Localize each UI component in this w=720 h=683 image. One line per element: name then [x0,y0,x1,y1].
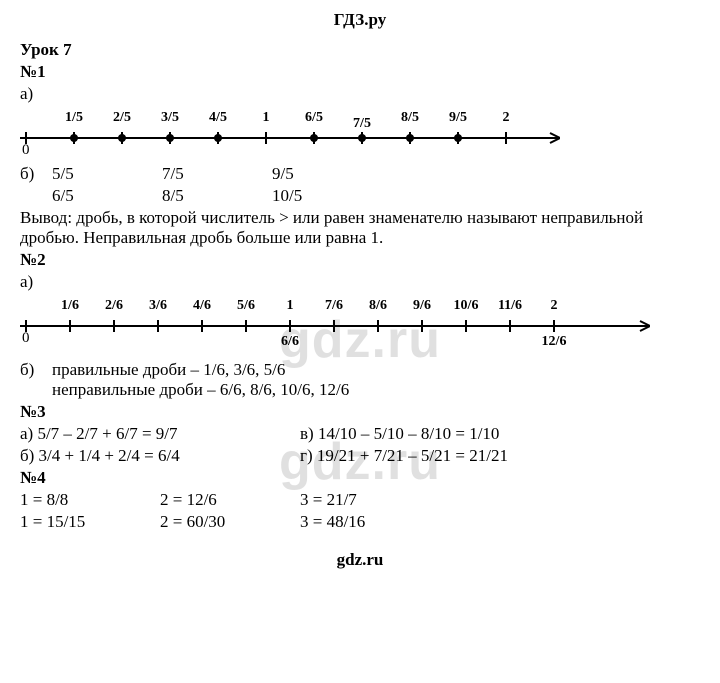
numberline-label: 1/6 [61,298,79,314]
numberline-label: 11/6 [498,298,522,314]
ex3-g: г) 19/21 + 7/21 – 5/21 = 21/21 [300,446,580,466]
ex2-numberline: 1/6 2/6 3/6 4/6 5/6 1 6/6 7/6 8/6 9/6 10/6 11/6 2 12/… [20,298,650,356]
ex4-r1c3: 3 = 21/7 [300,490,440,510]
ex2-number: №2 [20,250,700,270]
numberline-label: 2 [551,298,558,314]
footer-site: gdz.ru [20,550,700,570]
ex4-r2c1: 1 = 15/15 [20,512,160,532]
ex1-b-label: б) [20,164,52,184]
ex1-a-label: а) [20,84,700,104]
numberline-label: 3/6 [149,298,167,314]
ex3-number: №3 [20,402,700,422]
ex2-b-label: б) [20,360,52,400]
numberline-label: 6/5 [305,110,323,126]
numberline-label: 3/5 [161,110,179,126]
page: ГДЗ.ру gdz.ru gdz.ru Урок 7 №1 а) 1/52/5… [0,0,720,590]
ex4-r2c2: 2 = 60/30 [160,512,300,532]
numberline-label: 2 [503,110,510,126]
numberline-label: 10/6 [454,298,479,314]
numberline-label: 1/5 [65,110,83,126]
ex1-b-r2c3: 10/5 [272,186,382,206]
numberline-label: 1 [287,298,294,314]
numberline-zero: 0 [22,330,30,347]
numberline-label: 7/6 [325,298,343,314]
ex1-b-r1c1: 5/5 [52,164,162,184]
numberline-label: 8/5 [401,110,419,126]
numberline-label: 7/5 [353,116,371,132]
numberline-label: 4/5 [209,110,227,126]
numberline-label-below: 6/6 [281,334,299,350]
ex4-r1c1: 1 = 8/8 [20,490,160,510]
ex2-b-line1: правильные дроби – 1/6, 3/6, 5/6 [52,360,349,380]
numberline-label: 9/5 [449,110,467,126]
numberline-label: 2/6 [105,298,123,314]
numberline-label: 8/6 [369,298,387,314]
ex3-b: б) 3/4 + 1/4 + 2/4 = 6/4 [20,446,300,466]
numberline-label: 4/6 [193,298,211,314]
ex1-b-r1c3: 9/5 [272,164,382,184]
numberline-label: 2/5 [113,110,131,126]
numberline-label: 5/6 [237,298,255,314]
ex1-b-r2c1: 6/5 [52,186,162,206]
lesson-title: Урок 7 [20,40,700,60]
numberline-zero: 0 [22,142,30,159]
ex4-r2c3: 3 = 48/16 [300,512,440,532]
header-site: ГДЗ.ру [20,10,700,30]
numberline-label-below: 12/6 [542,334,567,350]
ex2-a-label: а) [20,272,700,292]
ex1-number: №1 [20,62,700,82]
ex1-b-r1c2: 7/5 [162,164,272,184]
ex1-b-r2c2: 8/5 [162,186,272,206]
numberline-label: 9/6 [413,298,431,314]
ex3-v: в) 14/10 – 5/10 – 8/10 = 1/10 [300,424,580,444]
ex1-conclusion: Вывод: дробь, в которой числитель > или … [20,208,700,248]
ex2-b-line2: неправильные дроби – 6/6, 8/6, 10/6, 12/… [52,380,349,400]
ex4-number: №4 [20,468,700,488]
numberline-label: 1 [263,110,270,126]
ex1-numberline: 1/5 2/5 3/5 4/5 1 6/5 7/5 8/5 9/5 2 0 [20,110,560,160]
ex4-r1c2: 2 = 12/6 [160,490,300,510]
ex3-a: а) 5/7 – 2/7 + 6/7 = 9/7 [20,424,300,444]
